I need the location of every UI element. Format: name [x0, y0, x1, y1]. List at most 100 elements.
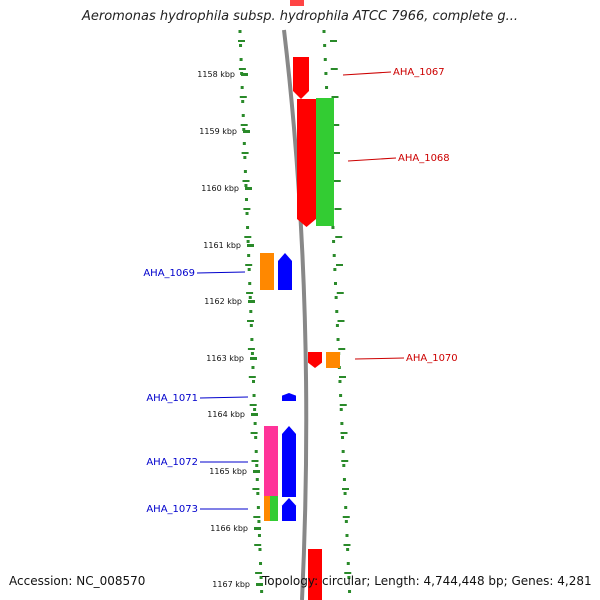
gene-arrow-aha-1071	[282, 393, 296, 401]
gene-features	[260, 57, 340, 600]
left-track-dot	[257, 534, 261, 537]
gene-label-aha-1071[interactable]: AHA_1071	[146, 393, 198, 404]
right-track-dot	[342, 464, 346, 467]
right-track-dot	[344, 506, 348, 509]
right-track-dot	[339, 408, 343, 411]
left-track-dot	[238, 30, 242, 33]
left-track-dash	[244, 236, 252, 238]
right-track-dot	[343, 492, 347, 495]
cog-bar-aha-1070	[326, 352, 340, 368]
ruler-tick-label: 1164 kbp	[207, 410, 245, 419]
left-track-dot	[239, 44, 243, 47]
right-track-dot	[341, 436, 345, 439]
right-track-dash	[332, 124, 340, 126]
label-leader-line	[196, 271, 246, 274]
left-track-dot	[240, 86, 244, 89]
gene-label-aha-1070[interactable]: AHA_1070	[406, 353, 458, 364]
right-track-dash	[340, 432, 348, 434]
backbone-line	[282, 29, 309, 600]
left-track-dot	[239, 58, 243, 61]
left-track-dot	[252, 380, 256, 383]
gene-label-aha-1067[interactable]: AHA_1067	[393, 67, 445, 78]
left-track-dot	[254, 436, 258, 439]
ruler-tick	[253, 470, 260, 473]
ruler-tick-label: 1161 kbp	[203, 241, 241, 250]
left-track-dot	[253, 408, 257, 411]
right-track-dot	[332, 240, 336, 243]
cog-bar-aha-1072	[264, 426, 278, 497]
gene-label-aha-1068[interactable]: AHA_1068	[398, 153, 450, 164]
right-track-dash	[333, 152, 340, 154]
left-track-dot	[259, 576, 263, 579]
left-track-dash	[239, 96, 247, 98]
left-track-dash	[242, 180, 250, 182]
right-track-dash	[330, 68, 338, 70]
left-track-dot	[252, 394, 256, 397]
left-track-dot	[250, 338, 254, 341]
gene-arrow-aha-1069	[278, 253, 292, 290]
right-track-dot	[332, 254, 336, 257]
right-track-dot	[342, 478, 346, 481]
left-track-dot	[259, 562, 263, 565]
right-track-dot	[341, 450, 345, 453]
label-leader-line	[354, 357, 405, 360]
right-track-dot	[335, 324, 339, 327]
left-track-dot	[243, 156, 247, 159]
right-track-dot	[333, 282, 337, 285]
left-track-dot	[246, 226, 250, 229]
right-track-dot	[325, 86, 329, 89]
ruler-tick-label: 1166 kbp	[210, 524, 248, 533]
gene-arrow-aha-1070	[308, 352, 322, 368]
left-track-dot	[248, 282, 252, 285]
ruler-tick-label: 1158 kbp	[197, 70, 235, 79]
left-track-dot	[249, 324, 253, 327]
left-track-dash	[240, 124, 248, 126]
ruler-tick-label: 1167 kbp	[212, 580, 250, 589]
label-leader-line	[199, 396, 249, 399]
label-leader-line	[342, 71, 392, 76]
ruler-tick-label: 1162 kbp	[204, 297, 242, 306]
right-track-dash	[336, 292, 344, 294]
left-track-dash	[247, 348, 255, 350]
left-track-dot	[241, 114, 245, 117]
gene-arrow-aha-1067	[293, 57, 309, 99]
right-track-dot	[345, 534, 349, 537]
gene-label-aha-1069[interactable]: AHA_1069	[143, 268, 195, 279]
right-track-dash	[339, 376, 346, 378]
gene-label-aha-1073[interactable]: AHA_1073	[146, 504, 198, 515]
right-track-dot	[348, 590, 352, 593]
right-track-dot	[346, 562, 350, 565]
left-track-dot	[255, 478, 259, 481]
ruler-tick	[254, 527, 261, 530]
ruler-tick	[241, 73, 248, 76]
ruler-tick-label: 1165 kbp	[209, 467, 247, 476]
right-track-dot	[323, 44, 327, 47]
right-track-dot	[339, 394, 343, 397]
ruler-tick	[250, 357, 257, 360]
ruler-tick	[243, 130, 250, 133]
topology-label: Topology: circular; Length: 4,744,448 bp…	[262, 574, 592, 588]
gene-label-aha-1072[interactable]: AHA_1072	[146, 457, 198, 468]
left-track-dot	[257, 520, 261, 523]
right-track-dash	[333, 180, 341, 182]
right-track-dot	[324, 72, 328, 75]
right-track-dash	[337, 320, 345, 322]
left-track-dot	[253, 422, 257, 425]
right-track-dot	[338, 380, 342, 383]
left-track-dot	[247, 254, 251, 257]
ruler-tick	[251, 413, 258, 416]
right-track-dash	[341, 460, 349, 462]
right-track-dot	[334, 296, 338, 299]
gene-arrow-aha-1068	[297, 99, 316, 227]
genome-backbone	[282, 0, 309, 600]
kbp-ruler: 1158 kbp 1159 kbp 1160 kbp 1161 kbp 1162 kbp…	[197, 70, 263, 589]
right-track-dot	[323, 58, 327, 61]
right-track-dash	[334, 208, 342, 210]
left-track-dot	[247, 268, 251, 271]
left-track-dash	[238, 40, 245, 42]
ruler-tick	[256, 583, 263, 586]
left-track-dot	[254, 450, 258, 453]
cog-bar-aha-1073-a	[264, 496, 270, 521]
left-track-dot	[244, 184, 248, 187]
right-track-dash	[336, 264, 343, 266]
